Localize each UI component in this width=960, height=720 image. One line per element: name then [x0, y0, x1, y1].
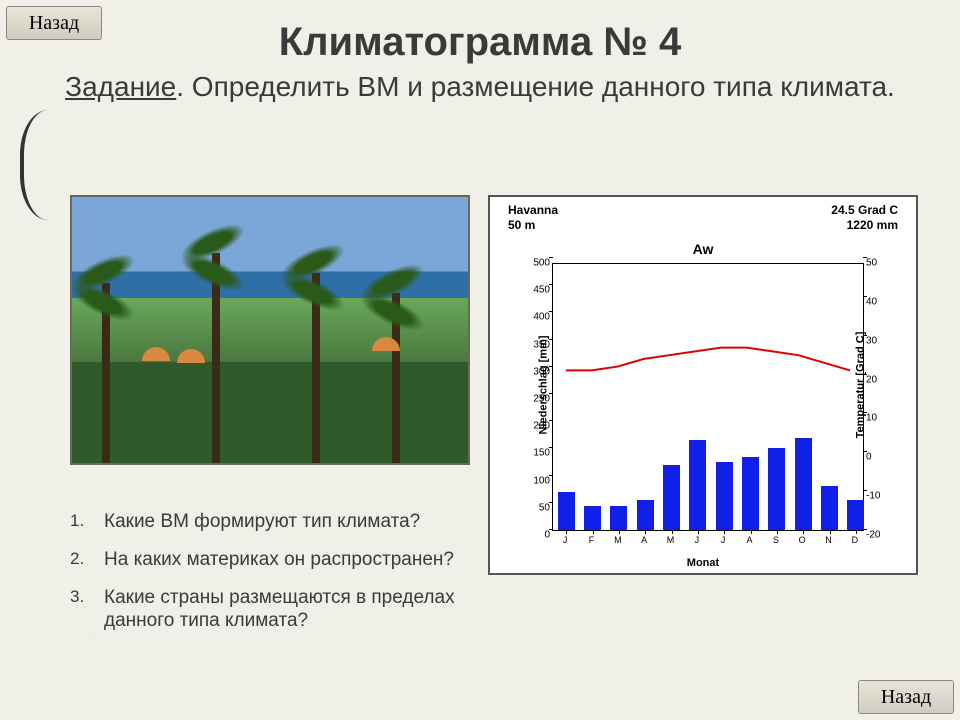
chart-bar	[584, 506, 601, 530]
chart-xtick: S	[773, 535, 779, 545]
question-item: 3. Какие страны размещаются в пределах да…	[70, 586, 530, 634]
chart-header: Havanna 50 m 24.5 Grad C 1220 mm	[490, 203, 916, 233]
chart-xtick: J	[695, 535, 700, 545]
chart-bar	[689, 440, 706, 530]
back-button-top[interactable]: Назад	[6, 6, 102, 40]
chart-xtick: J	[721, 535, 726, 545]
chart-ylabel-left: Niederschlag [mm]	[538, 335, 550, 434]
question-list: 1. Какие ВМ формируют тип климата? 2. На ка…	[70, 510, 530, 647]
chart-ytick-right: 50	[866, 258, 886, 269]
chart-xlabel: Monat	[490, 557, 916, 569]
chart-ytick-left: 0	[528, 530, 550, 541]
chart-ytick-left: 350	[528, 339, 550, 350]
chart-mean-temp: 24.5 Grad C	[831, 203, 898, 218]
question-item: 1. Какие ВМ формируют тип климата?	[70, 510, 530, 534]
chart-xtick: M	[614, 535, 622, 545]
chart-plot-area	[552, 263, 864, 531]
chart-xtick: A	[641, 535, 647, 545]
chart-temp-line	[553, 264, 863, 530]
chart-station: Havanna	[508, 203, 558, 218]
page-title: Климатограмма № 4	[0, 0, 960, 65]
chart-bar	[637, 500, 654, 530]
chart-bar	[663, 465, 680, 530]
question-item: 2. На каких материках он распространен?	[70, 548, 530, 572]
chart-ytick-left: 150	[528, 448, 550, 459]
chart-ytick-right: -20	[866, 530, 886, 541]
chart-ytick-left: 100	[528, 475, 550, 486]
chart-xtick: D	[852, 535, 859, 545]
chart-bar	[768, 448, 785, 530]
chart-ytick-left: 500	[528, 258, 550, 269]
chart-xtick: N	[825, 535, 832, 545]
chart-koppen: Aw	[490, 241, 916, 257]
chart-bar	[558, 492, 575, 530]
chart-bar	[821, 486, 838, 530]
question-number: 1.	[70, 510, 84, 531]
chart-ytick-left: 300	[528, 366, 550, 377]
chart-xtick: F	[589, 535, 595, 545]
task-subtitle: Задание. Определить ВМ и размещение данн…	[0, 65, 960, 105]
question-text: На каких материках он распространен?	[104, 549, 454, 570]
chart-ytick-right: 30	[866, 335, 886, 346]
question-number: 3.	[70, 586, 84, 607]
chart-xtick: M	[667, 535, 675, 545]
chart-ytick-left: 200	[528, 421, 550, 432]
chart-bar	[742, 457, 759, 530]
chart-ytick-left: 400	[528, 312, 550, 323]
chart-bar	[847, 500, 864, 530]
chart-xtick: O	[799, 535, 806, 545]
chart-bar	[716, 462, 733, 530]
task-text: . Определить ВМ и размещение данного тип…	[176, 71, 895, 102]
climate-photo	[70, 195, 470, 465]
chart-ytick-right: 40	[866, 296, 886, 307]
question-text: Какие ВМ формируют тип климата?	[104, 511, 420, 532]
climate-chart: Havanna 50 m 24.5 Grad C 1220 mm Aw Nied…	[488, 195, 918, 575]
chart-ytick-left: 450	[528, 285, 550, 296]
chart-xtick: A	[746, 535, 752, 545]
chart-ytick-right: 0	[866, 452, 886, 463]
chart-ytick-right: 20	[866, 374, 886, 385]
chart-ytick-right: -10	[866, 491, 886, 502]
chart-annual-precip: 1220 mm	[831, 218, 898, 233]
chart-bar	[795, 438, 812, 530]
chart-ytick-right: 10	[866, 413, 886, 424]
chart-xtick: J	[563, 535, 568, 545]
chart-ytick-left: 50	[528, 502, 550, 513]
back-button-bottom[interactable]: Назад	[858, 680, 954, 714]
question-text: Какие страны размещаются в пределах данн…	[104, 587, 455, 632]
task-prefix: Задание	[65, 71, 176, 102]
chart-bar	[610, 506, 627, 530]
chart-ytick-left: 250	[528, 394, 550, 405]
question-number: 2.	[70, 548, 84, 569]
chart-elevation: 50 m	[508, 218, 558, 233]
